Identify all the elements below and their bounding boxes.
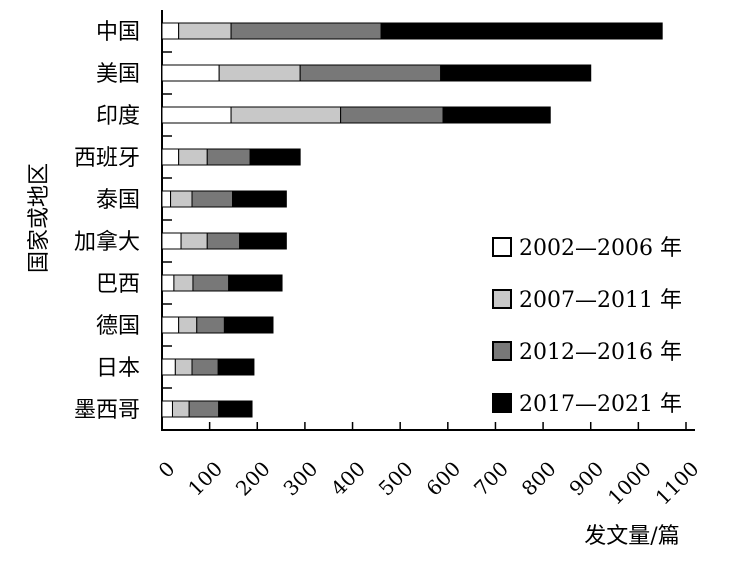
category-label: 西班牙 [74,146,140,171]
legend-label: 2012—2016 年 [519,340,682,365]
bar-segment [217,358,255,376]
bar-segment [161,274,175,292]
category-label: 日本 [96,356,140,381]
bar-segment [232,190,287,208]
bar-segment [171,400,190,418]
bar-segment [340,106,444,124]
x-tick-label: 300 [278,457,322,501]
category-label: 中国 [96,20,140,45]
bar-segment [206,148,251,166]
x-tick-label: 1100 [651,457,704,510]
legend-swatch [492,289,512,309]
bar-segment [188,400,220,418]
bar-segment [192,274,230,292]
bar-segment [178,148,208,166]
x-tick-label: 700 [469,457,513,501]
bar-segment [173,274,194,292]
bar-segment [218,64,301,82]
legend: 2002—2006 年 2007—2011 年 2012—2016 年 2017—20… [492,236,682,417]
bar-segment [299,64,442,82]
x-tick-label: 1000 [603,457,656,510]
bar-segment [161,190,172,208]
bar-segment [239,232,287,250]
bar-segment [223,316,274,334]
bar-segment [191,358,219,376]
x-tick-label: 100 [183,457,227,501]
bar-segment [161,106,232,124]
bar-segment [161,358,176,376]
category-label: 加拿大 [74,229,140,255]
x-tick-label: 600 [421,457,465,501]
category-label: 美国 [96,62,140,87]
y-axis-title: 国家或地区 [27,163,52,273]
category-label: 墨西哥 [74,398,140,423]
bar-segment [174,358,193,376]
x-tick-label: 500 [374,457,418,501]
bar-segment [178,316,198,334]
bar-segment [380,22,663,40]
bar-segment [230,106,342,124]
bar-segment [249,148,301,166]
bar-segment [180,232,208,250]
category-label: 印度 [96,104,140,129]
bar-segment [170,190,193,208]
bar-segment [161,64,220,82]
x-axis-title: 发文量/篇 [584,524,679,549]
bar-segment [161,22,180,40]
bar-segment [161,316,180,334]
legend-swatch [492,237,512,257]
bar-segment [440,64,592,82]
bar-segment [161,232,182,250]
bar-segment [191,190,234,208]
bar-segment [196,316,225,334]
x-tick-label: 400 [326,457,370,501]
legend-label: 2017—2021 年 [519,392,682,417]
bar-segment [228,274,283,292]
bar-segment [161,400,173,418]
x-tick-label: 200 [231,457,275,501]
legend-label: 2007—2011 年 [519,288,682,313]
x-tick-label: 900 [564,457,608,501]
bar-segment [230,22,382,40]
bar-segment [178,22,232,40]
x-tick-label: 0 [154,457,180,483]
bar-segment [161,148,180,166]
x-tick-label: 800 [517,457,561,501]
bar-segment [206,232,241,250]
legend-swatch [492,341,512,361]
bar-segment [218,400,253,418]
bar-segment [442,106,551,124]
category-label: 泰国 [96,188,140,213]
category-label: 德国 [96,314,140,339]
bars [161,22,663,431]
legend-swatch [492,393,512,413]
legend-label: 2002—2006 年 [519,236,682,261]
category-label: 巴西 [96,272,140,297]
